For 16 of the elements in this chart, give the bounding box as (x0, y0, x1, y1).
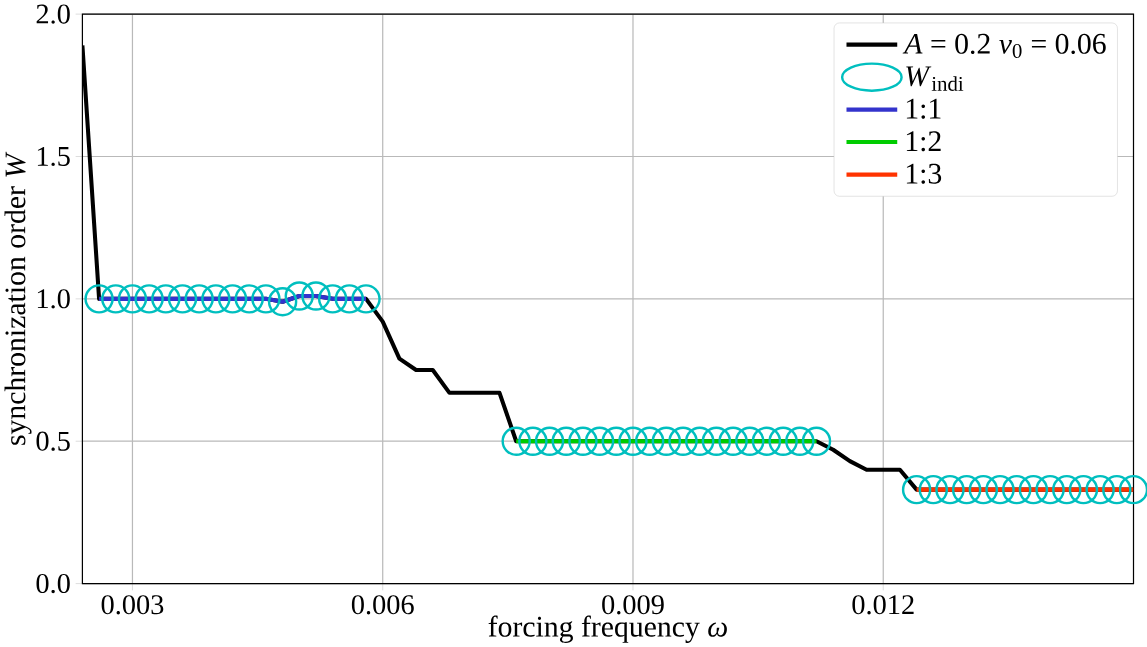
x-tick-label: 0.003 (101, 594, 164, 615)
y-tick-label: 2.0 (36, 4, 70, 24)
y-tick-label: 0.5 (36, 431, 70, 451)
legend-label: A = 0.2 v$_{0}$ = 0.06 (902, 33, 1106, 58)
x-tick-label: 0.009 (602, 594, 664, 615)
y-tick-label: 1.5 (37, 146, 70, 166)
legend-label: 1:2 (906, 131, 941, 152)
y-tick-label: 1.0 (37, 289, 70, 309)
x-tick-label: 0.006 (351, 594, 414, 615)
legend-label: 1:1 (906, 98, 941, 119)
x-axis-title: forcing frequency ω (488, 615, 727, 643)
y-tick-label: 0.0 (36, 573, 70, 594)
x-tick-label: 0.012 (852, 594, 914, 615)
legend-label: W$_{indi}$ (906, 66, 964, 91)
legend-label: 1:3 (906, 163, 942, 184)
y-axis-title: synchronization order W (4, 151, 32, 445)
